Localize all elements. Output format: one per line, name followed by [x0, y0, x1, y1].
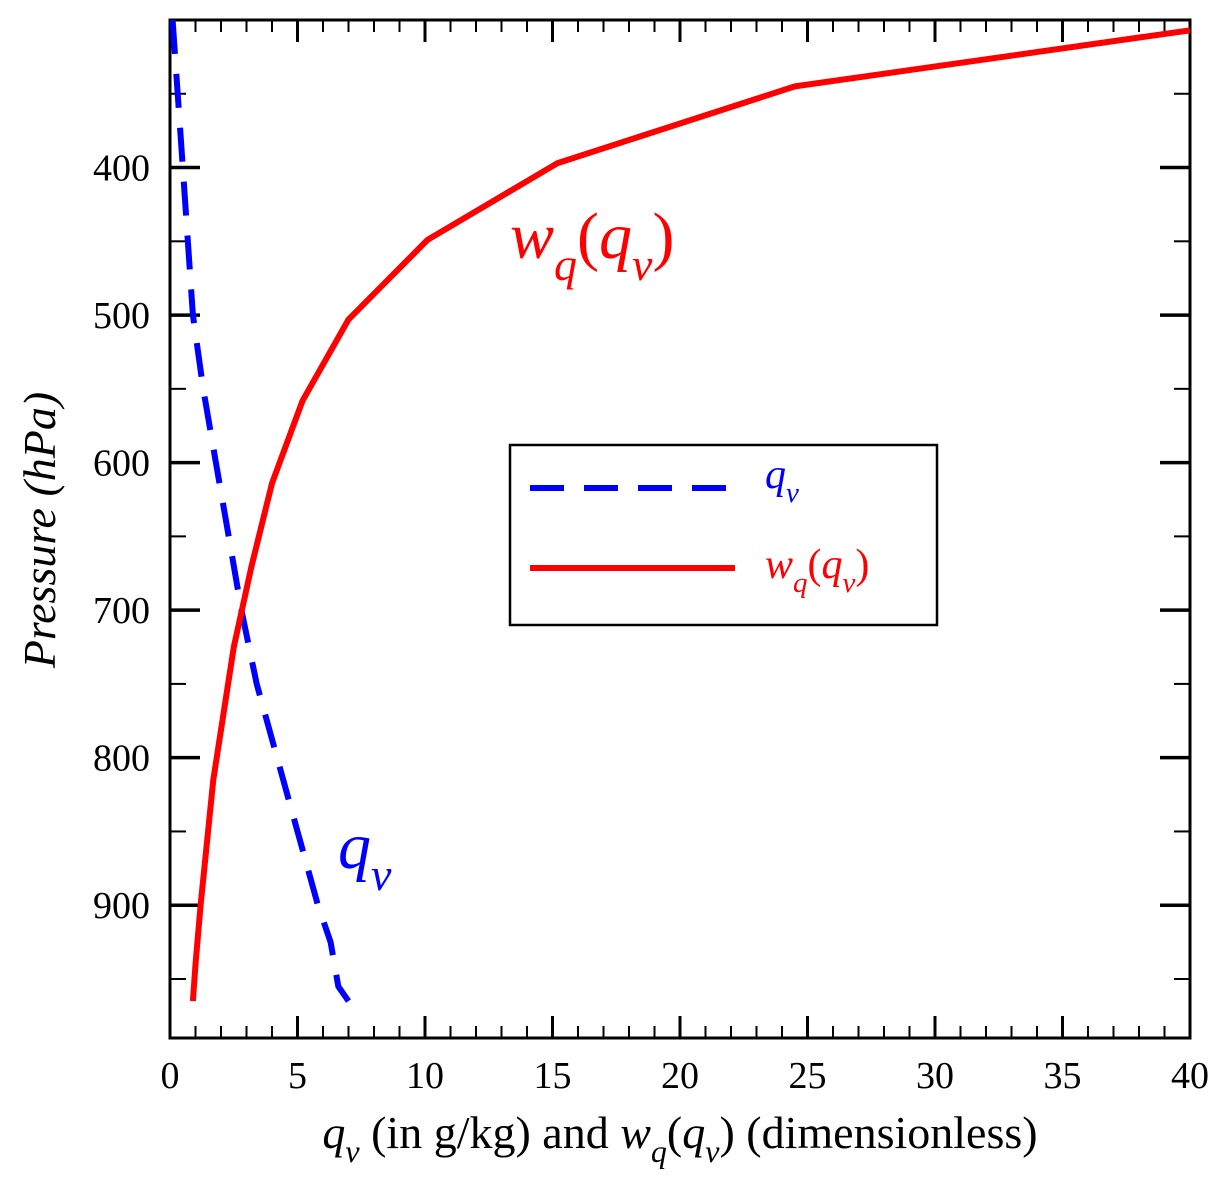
x-tick-label: 5: [288, 1055, 307, 1097]
legend-wq-open: (: [808, 542, 822, 588]
x-label-w: w: [620, 1107, 651, 1158]
annotation-qv-q: q: [338, 810, 371, 883]
x-tick-label: 40: [1171, 1055, 1209, 1097]
legend-label-wq: wq(qv): [765, 542, 869, 599]
x-label-close: ): [719, 1107, 734, 1158]
x-tick-label: 10: [406, 1055, 444, 1097]
annotation-wq-close: ): [652, 200, 674, 273]
annotation-wq-q-sub: v: [632, 239, 653, 290]
x-label-open: (: [667, 1107, 682, 1158]
x-label-q-sub: v: [345, 1133, 360, 1169]
y-axis-label: Pressure (hPa): [14, 392, 65, 669]
legend: qv wq(qv): [508, 443, 939, 627]
x-label-inner-q: q: [682, 1107, 705, 1158]
series-layer: [170, 20, 1190, 1003]
y-tick-label: 500: [93, 295, 150, 337]
y-tick-label: 700: [93, 590, 150, 632]
x-tick-label: 20: [661, 1055, 699, 1097]
x-label-mid: (in g/kg) and: [360, 1107, 621, 1158]
annotation-wq-q: q: [599, 200, 632, 273]
series-line-wq: [189, 27, 1190, 1002]
annotation-wq-open: (: [577, 200, 599, 273]
legend-wq-q: q: [822, 542, 843, 588]
y-tick-label: 600: [93, 443, 150, 485]
legend-wq-sub: q: [793, 567, 808, 599]
y-tick-label: 800: [93, 738, 150, 780]
minor-ticks: [170, 20, 1190, 1038]
x-tick-label: 0: [161, 1055, 180, 1097]
x-tick-label: 30: [916, 1055, 954, 1097]
y-tick-label: 400: [93, 148, 150, 190]
x-label-inner-sub: v: [705, 1133, 720, 1169]
x-axis-label: qv (in g/kg) and wq(qv) (dimensionless): [322, 1107, 1037, 1169]
plot-frame: [168, 18, 1192, 1040]
x-tick-label: 25: [789, 1055, 827, 1097]
annotation-wq-sub: q: [554, 239, 577, 290]
legend-wq-w: w: [765, 542, 793, 588]
legend-qv-sub: v: [786, 477, 799, 509]
x-tick-label: 35: [1044, 1055, 1082, 1097]
legend-qv-q: q: [765, 452, 786, 498]
legend-wq-close: ): [855, 542, 869, 588]
legend-wq-q-sub: v: [843, 567, 856, 599]
y-tick-labels: 400 500 600 700 800 900: [93, 148, 150, 928]
annotation-qv: qv: [338, 810, 392, 900]
x-tick-label: 15: [534, 1055, 572, 1097]
x-label-q: q: [322, 1107, 345, 1158]
annotation-qv-sub: v: [371, 849, 392, 900]
x-tick-labels: 0 5 10 15 20 25 30 35 40: [161, 1055, 1210, 1097]
x-label-w-sub: q: [651, 1133, 667, 1169]
annotation-wq: wq(qv): [510, 200, 674, 290]
annotation-wq-w: w: [510, 200, 554, 273]
legend-label-qv: qv: [765, 452, 799, 509]
y-tick-label: 900: [93, 885, 150, 927]
x-label-tail: (dimensionless): [735, 1107, 1038, 1158]
legend-box: [508, 443, 939, 627]
